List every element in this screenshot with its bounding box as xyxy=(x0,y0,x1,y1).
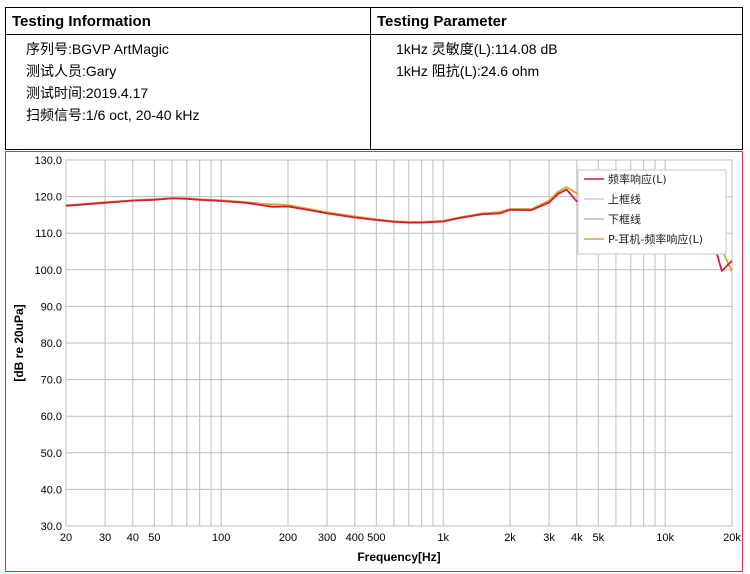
x-axis-ticks: 20 30 40 50 100 200 300 400 500 1k 2k 3k 4k 5k 10k 20k xyxy=(60,532,741,544)
testing-information-list: 序列号:BGVP ArtMagic 测试人员:Gary 测试时间:2019.4.… xyxy=(26,38,200,126)
x-tick-label: 30 xyxy=(99,532,111,544)
y-tick-label: 70.0 xyxy=(41,375,62,387)
info-header-right: Testing Parameter xyxy=(371,8,742,35)
y-tick-label: 110.0 xyxy=(35,228,62,240)
legend-box xyxy=(577,169,727,255)
info-header-left: Testing Information xyxy=(6,8,370,35)
x-tick-label: 20 xyxy=(60,532,72,544)
x-tick-label: 100 xyxy=(212,532,230,544)
legend-label: 下框线 xyxy=(608,212,641,226)
y-tick-label: 40.0 xyxy=(41,484,62,496)
x-tick-label: 500 xyxy=(367,532,385,544)
info-line-date: 测试时间:2019.4.17 xyxy=(26,85,149,101)
y-tick-label: 90.0 xyxy=(41,301,62,313)
testing-parameter-list: 1kHz 灵敏度(L):114.08 dB 1kHz 阻抗(L):24.6 oh… xyxy=(396,38,558,82)
y-tick-label: 30.0 xyxy=(41,521,62,533)
x-axis-title: Frequency[Hz] xyxy=(357,550,440,564)
y-tick-label: 60.0 xyxy=(41,411,62,423)
x-tick-label: 2k xyxy=(504,532,516,544)
y-axis-title: [dB re 20uPa] xyxy=(12,304,26,381)
y-tick-label: 80.0 xyxy=(41,338,62,350)
frequency-response-chart: 20 30 40 50 100 200 300 400 500 1k 2k 3k 4k 5k 10k 20k … xyxy=(5,151,743,572)
x-tick-label: 50 xyxy=(148,532,160,544)
x-tick-label: 10k xyxy=(656,532,674,544)
x-tick-label: 20k xyxy=(723,532,741,544)
y-tick-label: 100.0 xyxy=(34,265,62,277)
x-tick-label: 5k xyxy=(593,532,605,544)
x-tick-label: 40 xyxy=(127,532,139,544)
x-tick-label: 4k xyxy=(571,532,583,544)
chart-svg: 20 30 40 50 100 200 300 400 500 1k 2k 3k 4k 5k 10k 20k … xyxy=(12,155,741,564)
grid-lines xyxy=(65,159,733,527)
x-tick-label: 300 xyxy=(318,532,336,544)
y-tick-label: 130.0 xyxy=(34,155,62,167)
info-line-serial: 序列号:BGVP ArtMagic xyxy=(26,41,169,57)
param-line-impedance: 1kHz 阻抗(L):24.6 ohm xyxy=(396,63,540,79)
column-divider xyxy=(370,8,371,149)
info-line-sweep: 扫频信号:1/6 oct, 20-40 kHz xyxy=(26,107,200,123)
x-tick-label: 3k xyxy=(543,532,555,544)
y-tick-label: 50.0 xyxy=(41,448,62,460)
x-tick-label: 1k xyxy=(437,532,449,544)
x-tick-label: 400 xyxy=(346,532,364,544)
info-line-tester: 测试人员:Gary xyxy=(26,63,117,79)
param-line-sensitivity: 1kHz 灵敏度(L):114.08 dB xyxy=(396,41,558,57)
info-table: Testing Information Testing Parameter 序列… xyxy=(5,7,743,150)
y-tick-label: 120.0 xyxy=(34,192,62,204)
x-tick-label: 200 xyxy=(279,532,297,544)
legend-label: 频率响应(L) xyxy=(608,172,667,186)
y-axis-ticks: 30.0 40.0 50.0 60.0 70.0 80.0 90.0 100.0 110.0 12… xyxy=(34,155,62,533)
legend-label: P-耳机-频率响应(L) xyxy=(608,232,703,246)
legend-label: 上框线 xyxy=(608,192,641,206)
